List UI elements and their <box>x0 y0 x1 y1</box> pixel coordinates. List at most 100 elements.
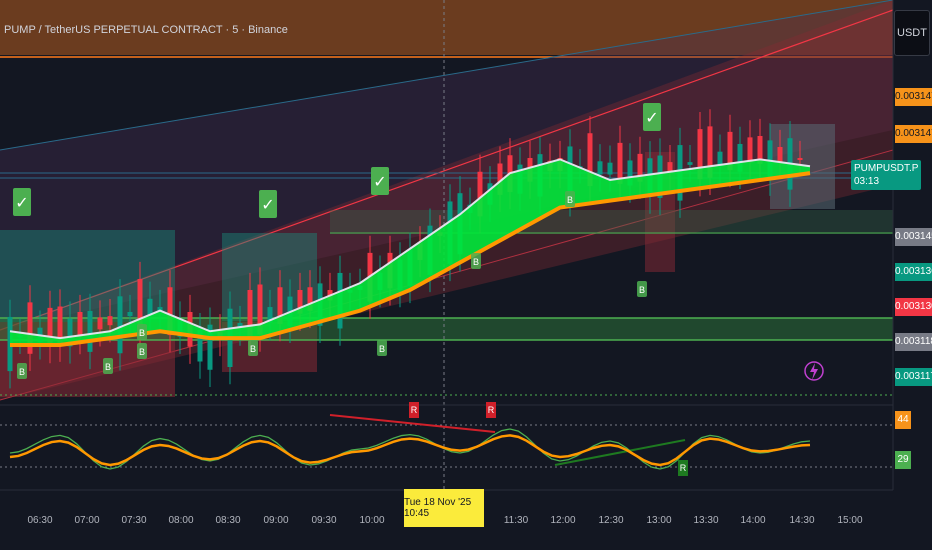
candle <box>757 136 763 164</box>
time-label: 13:30 <box>693 515 719 526</box>
regression-channel-upper <box>0 0 893 330</box>
ticker-symbol: PUMPUSDT.P <box>854 163 919 174</box>
buy-marker <box>248 340 258 356</box>
candle <box>207 324 213 370</box>
fast-ma-line <box>9 158 811 340</box>
channel-outer-line <box>0 0 894 151</box>
check-marker <box>259 190 277 218</box>
bar-countdown: 03:13 <box>854 176 880 187</box>
candle <box>297 290 303 314</box>
buy-marker <box>17 363 27 379</box>
candle <box>77 312 83 338</box>
candle <box>107 316 113 326</box>
buy-marker-label: B <box>139 328 145 338</box>
candle <box>477 171 483 217</box>
candle <box>767 140 773 179</box>
candle <box>247 290 253 338</box>
candle <box>137 279 143 328</box>
candle <box>127 312 133 317</box>
time-label: 15:00 <box>837 515 863 526</box>
price-label: 0.003117 <box>895 368 932 386</box>
buy-marker <box>471 253 481 269</box>
price-label: 0.003147 <box>895 125 932 143</box>
buy-marker-label: B <box>473 257 479 267</box>
check-marker-label: ✓ <box>373 174 386 191</box>
regression-channel-red <box>0 0 893 400</box>
divergence-marker-label: R <box>488 405 495 415</box>
lightning-icon[interactable] <box>804 361 824 381</box>
osc-value-label: 44 <box>895 411 911 429</box>
check-marker-label: ✓ <box>645 110 658 127</box>
candle <box>617 142 623 184</box>
channel-top-line <box>0 9 894 331</box>
buy-marker <box>565 191 575 207</box>
candle <box>87 310 93 352</box>
candle <box>307 287 313 311</box>
buy-marker-label: B <box>250 344 256 354</box>
buy-marker-label: B <box>139 347 145 357</box>
candle <box>197 330 203 362</box>
check-marker-label: ✓ <box>261 197 274 214</box>
price-label: 0.003118 <box>895 333 932 351</box>
candle <box>257 284 263 335</box>
price-label: 0.003147 <box>895 88 932 106</box>
candle <box>717 151 723 167</box>
candle <box>277 287 283 325</box>
check-marker <box>643 103 661 131</box>
candle <box>587 133 593 187</box>
candle <box>747 137 753 163</box>
time-label: 12:30 <box>598 515 624 526</box>
buy-marker <box>137 324 147 340</box>
bull-divergence-line <box>554 439 686 466</box>
cursor-date-label: Tue 18 Nov '25 10:45 <box>404 489 484 527</box>
time-label: 07:30 <box>121 515 147 526</box>
candle <box>707 126 713 178</box>
candle <box>267 307 273 323</box>
buy-marker-label: B <box>379 344 385 354</box>
candle <box>147 298 153 317</box>
candle <box>597 161 603 175</box>
time-label: 13:00 <box>646 515 672 526</box>
divergence-marker-label: R <box>411 405 418 415</box>
check-marker <box>371 167 389 195</box>
candle <box>777 147 783 162</box>
currency-button[interactable]: USDT <box>894 10 930 56</box>
buy-marker <box>103 358 113 374</box>
buy-marker-label: B <box>105 362 111 372</box>
candle <box>667 162 673 173</box>
check-marker <box>13 188 31 216</box>
candle <box>687 162 693 165</box>
osc-value-label: 29 <box>895 451 911 469</box>
ma-cloud-fill <box>10 159 810 345</box>
candle <box>67 318 73 347</box>
candle <box>27 302 33 354</box>
buy-marker-label: B <box>639 285 645 295</box>
buy-marker-label: B <box>19 367 25 377</box>
time-label: 12:00 <box>550 515 576 526</box>
divergence-marker-label: R <box>680 463 687 473</box>
candle <box>697 129 703 180</box>
candle <box>97 317 103 330</box>
time-label: 07:00 <box>74 515 100 526</box>
candle <box>47 307 53 347</box>
check-marker-label: ✓ <box>15 195 28 212</box>
oscillator-pane: R R R <box>0 402 893 476</box>
buy-marker <box>137 343 147 359</box>
candle <box>627 160 633 186</box>
candle <box>797 158 803 160</box>
candle <box>497 163 503 195</box>
candle <box>57 306 63 345</box>
symbol-title[interactable]: PUMP / TetherUS PERPETUAL CONTRACT · 5 ·… <box>4 24 288 36</box>
buy-marker <box>637 281 647 297</box>
candle <box>237 323 243 329</box>
time-label: 09:30 <box>311 515 337 526</box>
time-label: 14:00 <box>740 515 766 526</box>
divergence-marker <box>409 402 419 418</box>
upper-band-zone <box>0 0 893 55</box>
candle <box>157 307 163 312</box>
stoch-d-line <box>9 434 811 467</box>
